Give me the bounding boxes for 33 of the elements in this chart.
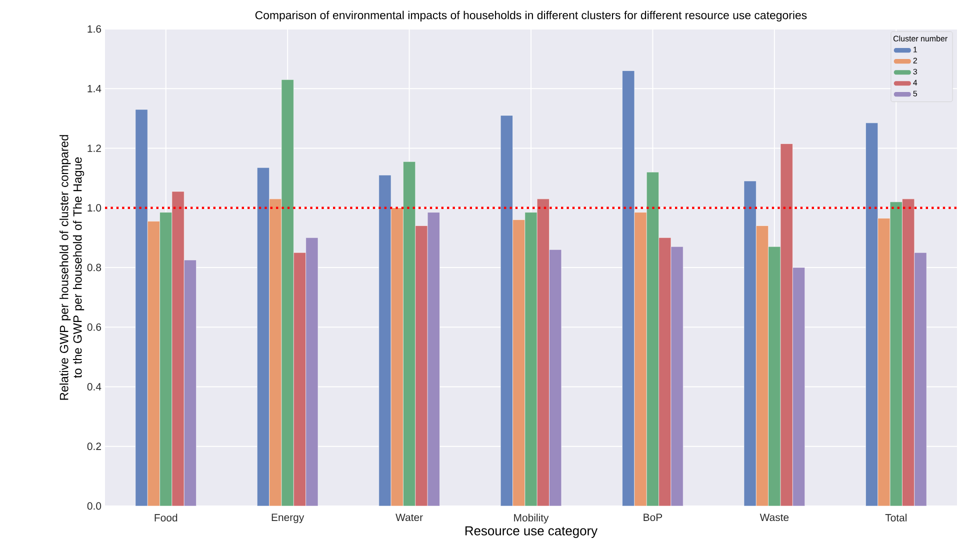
bar [257,167,270,506]
bar [792,267,806,506]
x-tick-label: Energy [272,514,304,524]
y-tick-label: 1.4 [88,85,102,92]
bar [500,115,513,506]
x-tick-label: Water [396,514,423,522]
bar [914,252,927,506]
bar [306,238,318,506]
y-axis-title: Relative GWP per household of cluster compared to the GWP per household of The Hague [60,135,84,400]
y-tick-label: 0.0 [87,502,102,510]
y-tick-label: 0.8 [87,264,102,272]
y-tick-label: 1.2 [88,144,101,152]
x-tick-label: BoP [644,514,662,522]
bar [744,180,756,506]
x-tick-label: Waste [760,514,789,522]
chart-title: Comparison of environmental impacts of households in different clusters for different resource use categories [255,10,807,22]
bar [866,122,878,506]
bar [378,174,392,506]
y-tick-label: 0.4 [87,383,102,390]
bar [549,249,562,506]
bar [135,109,148,506]
y-tick-label: 0.6 [87,323,102,331]
x-axis-title: Resource use category [465,526,598,538]
x-tick-label: Mobility [514,514,549,524]
bar [670,246,684,506]
bar [184,260,196,506]
x-tick-label: Food [154,514,178,522]
y-tick-label: 1.0 [88,204,102,212]
y-tick-label: 1.6 [88,25,102,33]
y-tick-label: 0.2 [87,442,101,450]
x-tick-label: Total [885,514,907,522]
bar [622,70,635,506]
bar [427,212,440,506]
